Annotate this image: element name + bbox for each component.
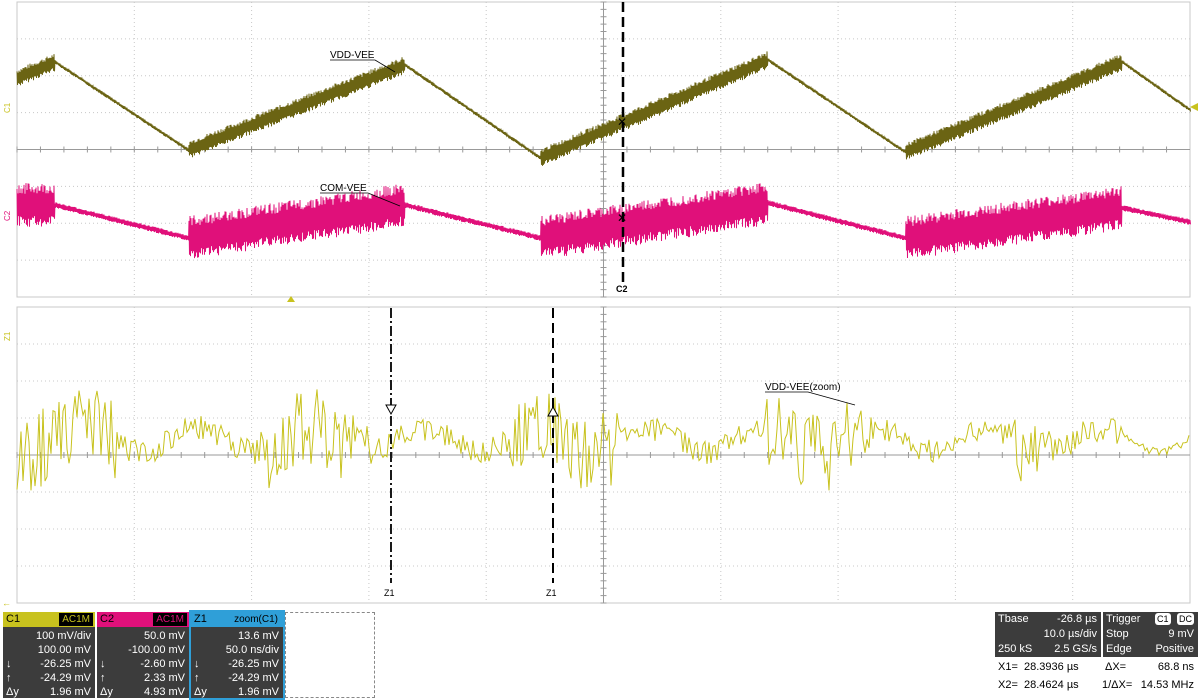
row-label: ↓ — [194, 658, 200, 670]
z1-zoom-waveform — [16, 389, 1190, 491]
x2-label: X2= — [998, 679, 1018, 691]
scroll-left-icon[interactable]: ← — [2, 598, 11, 608]
row-value: 50.0 ns/div — [225, 644, 279, 656]
channel-row: ↓ -26.25 mV — [3, 656, 95, 672]
c1-marker[interactable]: C1 — [3, 102, 12, 113]
row-value: -24.29 mV — [40, 672, 91, 684]
c2-waveform — [16, 183, 1191, 259]
row-label: Δy — [194, 686, 207, 698]
z1-trace-label: VDD-VEE(zoom) — [765, 382, 841, 393]
cursor-z1-second-label: Z1 — [546, 588, 557, 598]
cursor-c2-cross-lower: ✕ — [617, 211, 627, 225]
upper-grid — [16, 1, 1191, 298]
cursor-z1-first-label: Z1 — [384, 588, 395, 598]
trigger-type: Edge — [1106, 643, 1132, 655]
timebase-rate: 2.5 GS/s — [1054, 643, 1097, 655]
channel-coupling-tag: AC1M — [59, 613, 93, 626]
channel-row: 100 mV/div — [3, 628, 95, 644]
channel-row: ↓ -26.25 mV — [191, 656, 283, 672]
row-value: -100.00 mV — [128, 644, 185, 656]
trigger-source-badge: C1 — [1155, 613, 1171, 625]
inv-dx-label: 1/ΔX= — [1102, 679, 1133, 691]
cursor-readout: X1= 28.3936 µs ΔX= 68.8 ns X2= 28.4624 µ… — [995, 658, 1198, 698]
lower-grid — [16, 306, 1191, 604]
row-value: 100.00 mV — [37, 644, 91, 656]
channel-name: Z1 — [194, 613, 207, 625]
row-value: 2.33 mV — [144, 672, 185, 684]
row-label: ↑ — [100, 672, 106, 684]
channel-row: ↓ -2.60 mV — [97, 656, 189, 672]
row-value: -26.25 mV — [228, 658, 279, 670]
row-value: -2.60 mV — [140, 658, 185, 670]
channel-panel-c1[interactable]: C1 AC1M 100 mV/div 100.00 mV ↓ -26.25 mV ↑ -24.… — [3, 612, 95, 698]
c1-right-marker — [1190, 103, 1198, 111]
inv-dx-value: 14.53 MHz — [1140, 679, 1194, 691]
row-value: -24.29 mV — [228, 672, 279, 684]
row-value: 4.93 mV — [144, 686, 185, 698]
c1-waveform — [16, 51, 1191, 166]
trigger-slope: Positive — [1155, 643, 1194, 655]
channel-coupling-tag: AC1M — [153, 613, 187, 626]
row-label: Δy — [6, 686, 19, 698]
empty-channel-slot[interactable] — [285, 612, 375, 698]
channel-panel-c2[interactable]: C2 AC1M 50.0 mV -100.00 mV ↓ -2.60 mV ↑ 2.33 mV… — [97, 612, 189, 698]
x1-value: 28.3936 µs — [1024, 661, 1079, 673]
row-label: ↓ — [6, 658, 12, 670]
row-value: 100 mV/div — [35, 630, 91, 642]
channel-row: Δy 1.96 mV — [3, 684, 95, 700]
trigger-position-marker[interactable] — [287, 296, 295, 302]
cursor-z1-first-arrow — [385, 404, 397, 416]
timebase-samples: 250 kS — [998, 643, 1033, 655]
channel-row: ↑ 2.33 mV — [97, 670, 189, 686]
row-value: 1.96 mV — [50, 686, 91, 698]
channel-name: C2 — [100, 613, 115, 625]
timebase-offset: -26.8 µs — [1057, 613, 1097, 625]
trigger-panel[interactable]: Trigger C1 DC Stop 9 mV Edge Positive — [1103, 612, 1198, 658]
x1-label: X1= — [998, 661, 1018, 673]
trigger-title: Trigger — [1106, 613, 1141, 625]
trigger-coupling-badge: DC — [1177, 613, 1194, 625]
c1-trace-label: VDD-VEE — [330, 50, 375, 61]
row-value: -26.25 mV — [40, 658, 91, 670]
row-label: ↑ — [194, 672, 200, 684]
row-value: 1.96 mV — [238, 686, 279, 698]
trigger-level: 9 mV — [1168, 628, 1194, 640]
cursor-c2-label: C2 — [616, 284, 628, 294]
channel-row: Δy 4.93 mV — [97, 684, 189, 700]
cursor-z1-second-arrow — [547, 405, 559, 417]
channel-row: ↑ -24.29 mV — [3, 670, 95, 686]
channel-coupling-tag: zoom(C1) — [234, 614, 278, 625]
oscilloscope-display: VDD-VEE COM-VEE VDD-VEE(zoom) C1 C2 Z1 C… — [2, 1, 1198, 608]
c2-marker[interactable]: C2 — [3, 210, 12, 221]
row-label: Δy — [100, 686, 113, 698]
channel-row: Δy 1.96 mV — [191, 684, 283, 700]
dx-label: ΔX= — [1105, 661, 1127, 673]
timebase-title: Tbase — [998, 613, 1029, 625]
channel-row: ↑ -24.29 mV — [191, 670, 283, 686]
row-value: 50.0 mV — [144, 630, 185, 642]
x2-value: 28.4624 µs — [1024, 679, 1079, 691]
c2-trace-label: COM-VEE — [320, 183, 367, 194]
row-label: ↓ — [100, 658, 106, 670]
trigger-mode: Stop — [1106, 628, 1129, 640]
channel-row: 50.0 ns/div — [191, 642, 283, 658]
channel-panel-z1[interactable]: Z1 zoom(C1) 13.6 mV 50.0 ns/div ↓ -26.25 mV ↑ -… — [189, 610, 285, 700]
timebase-panel[interactable]: Tbase -26.8 µs 10.0 µs/div 250 kS 2.5 GS/s — [995, 612, 1101, 658]
channel-row: 13.6 mV — [191, 628, 283, 644]
timebase-per-div: 10.0 µs/div — [1043, 628, 1097, 640]
channel-row: 100.00 mV — [3, 642, 95, 658]
cursor-c2-cross-upper: ✕ — [617, 115, 627, 129]
z1-marker[interactable]: Z1 — [3, 331, 12, 341]
row-label: ↑ — [6, 672, 12, 684]
row-value: 13.6 mV — [238, 630, 279, 642]
channel-row: 50.0 mV — [97, 628, 189, 644]
channel-row: -100.00 mV — [97, 642, 189, 658]
dx-value: 68.8 ns — [1157, 661, 1194, 673]
channel-name: C1 — [6, 613, 21, 625]
